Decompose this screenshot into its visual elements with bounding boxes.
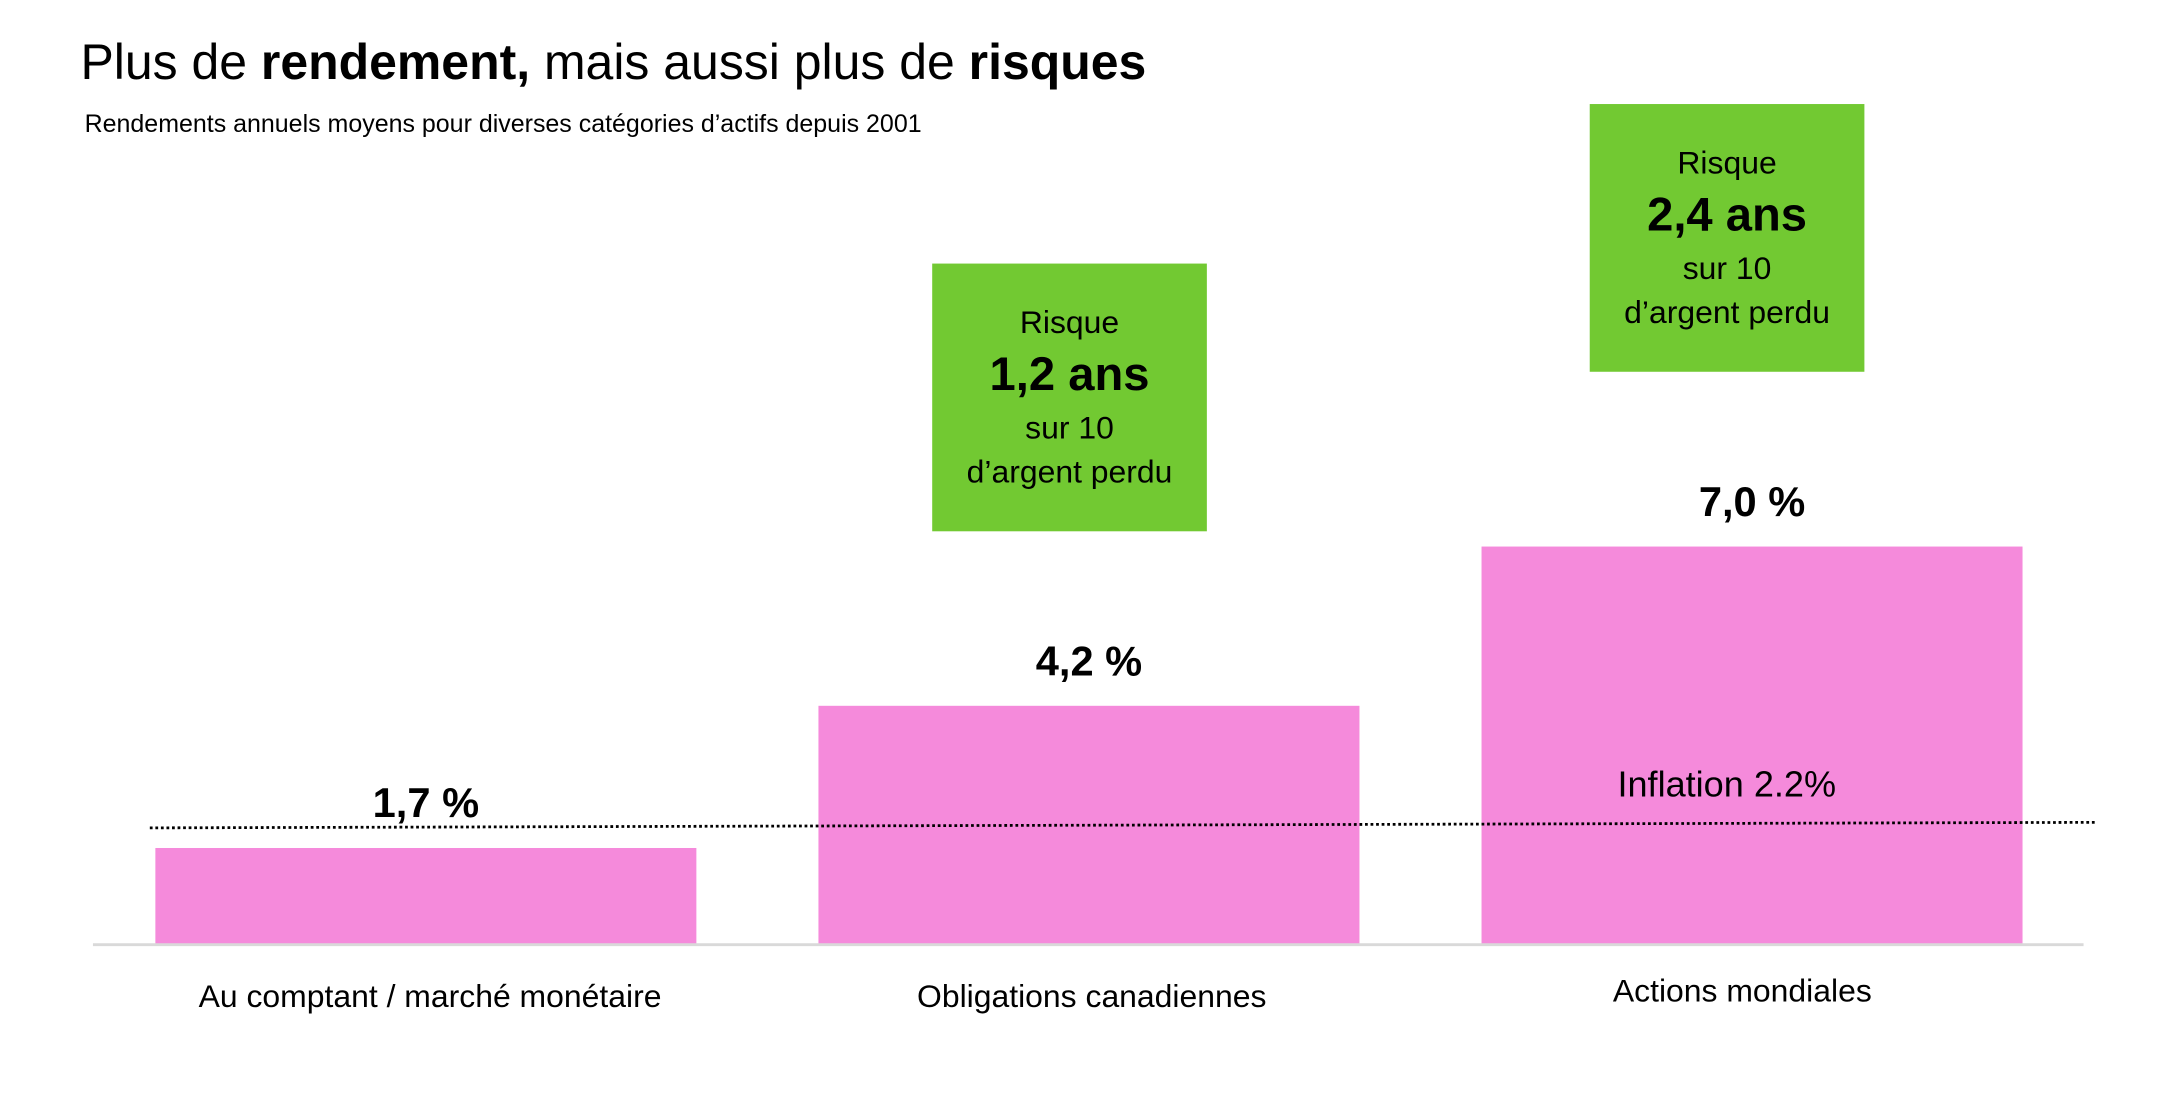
risk-sub: d’argent perdu xyxy=(966,453,1173,490)
risk-value: 2,4 ans xyxy=(1647,188,1808,242)
risk-value: 1,2 ans xyxy=(989,348,1150,401)
title-part: mais aussi plus de xyxy=(530,33,969,91)
category-label: Actions mondiales xyxy=(1612,972,1872,1009)
title-part-bold: risques xyxy=(968,33,1147,91)
bar xyxy=(155,847,697,945)
value-label: 1,7 % xyxy=(372,781,480,828)
risk-box-equities: Risque 2,4 ans sur 10 d’argent perdu xyxy=(1589,104,1865,372)
chart-title: Plus de rendement, mais aussi plus de ri… xyxy=(80,33,1146,91)
risk-sub: sur 10 xyxy=(1025,409,1114,446)
risk-sub: sur 10 xyxy=(1682,249,1772,286)
risk-box-bonds: Risque 1,2 ans sur 10 d’argent perdu xyxy=(932,263,1207,532)
title-part: Plus de xyxy=(80,33,261,91)
risk-label: Risque xyxy=(1677,144,1777,181)
chart-subtitle: Rendements annuels moyens pour diverses … xyxy=(84,109,922,138)
category-label: Obligations canadiennes xyxy=(917,977,1267,1015)
bar xyxy=(1481,546,2023,945)
value-label: 4,2 % xyxy=(1035,639,1143,685)
risk-label: Risque xyxy=(1019,303,1120,340)
risk-sub: d’argent perdu xyxy=(1624,294,1830,331)
value-label: 7,0 % xyxy=(1698,479,1806,526)
title-part-bold: rendement, xyxy=(260,33,531,91)
inflation-label: Inflation 2.2% xyxy=(1617,762,1837,805)
category-label: Au comptant / marché monétaire xyxy=(198,977,662,1015)
